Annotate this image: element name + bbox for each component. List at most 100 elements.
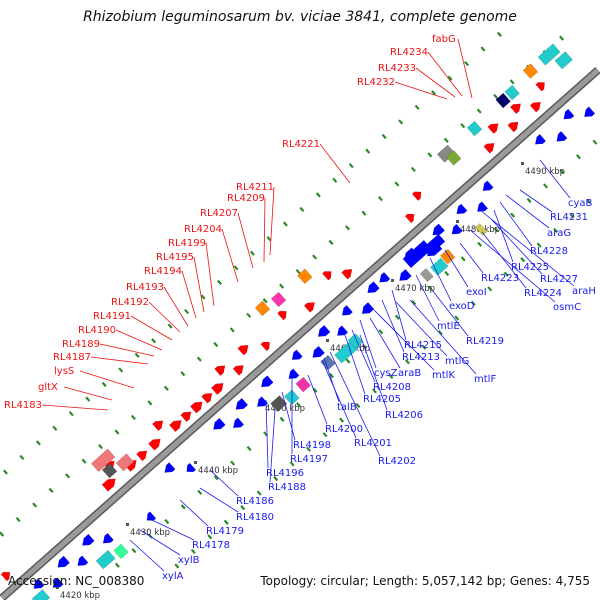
- reverse-gene-arrow[interactable]: [474, 201, 489, 215]
- forward-gene-arrow[interactable]: [529, 99, 543, 113]
- reverse-gene-arrow[interactable]: [286, 368, 300, 382]
- reverse-gene-arrow[interactable]: [454, 203, 468, 217]
- colored-feature[interactable]: [445, 149, 462, 166]
- reverse-gene-arrow[interactable]: [480, 180, 494, 194]
- colored-feature[interactable]: [113, 543, 129, 560]
- forward-gene-arrow[interactable]: [210, 380, 226, 395]
- forward-gene-arrow[interactable]: [152, 417, 165, 432]
- forward-gene-arrow[interactable]: [180, 408, 194, 423]
- tick-mark: [114, 429, 120, 435]
- forward-leader-line: [148, 301, 181, 333]
- forward-gene-arrow[interactable]: [487, 120, 501, 134]
- reverse-leader-line: [469, 229, 556, 303]
- reverse-gene-arrow[interactable]: [184, 462, 197, 475]
- reverse-gene-arrow[interactable]: [162, 462, 176, 476]
- reverse-gene-arrow[interactable]: [315, 324, 331, 340]
- reverse-gene-label: RL4200: [325, 424, 363, 435]
- reverse-gene-arrow[interactable]: [554, 130, 568, 144]
- colored-feature[interactable]: [504, 84, 520, 101]
- forward-gene-arrow[interactable]: [303, 299, 317, 313]
- reverse-gene-arrow[interactable]: [310, 345, 325, 361]
- reverse-leader-line: [151, 519, 195, 541]
- forward-gene-label: RL4192: [111, 297, 149, 308]
- reverse-gene-arrow[interactable]: [31, 578, 45, 592]
- reverse-gene-block[interactable]: [423, 233, 446, 256]
- reverse-gene-arrow[interactable]: [289, 349, 303, 363]
- colored-feature[interactable]: [270, 395, 288, 413]
- reverse-gene-arrow[interactable]: [258, 375, 274, 391]
- reverse-gene-arrow[interactable]: [50, 577, 64, 591]
- reverse-gene-arrow[interactable]: [254, 396, 269, 410]
- colored-feature[interactable]: [270, 291, 287, 308]
- reverse-gene-arrow[interactable]: [210, 417, 226, 433]
- forward-gene-arrow[interactable]: [535, 79, 548, 92]
- reverse-gene-arrow[interactable]: [233, 397, 249, 413]
- forward-gene-arrow[interactable]: [232, 362, 246, 376]
- reverse-gene-arrow[interactable]: [532, 133, 547, 147]
- reverse-gene-arrow[interactable]: [230, 417, 245, 431]
- forward-leader-line: [205, 242, 215, 307]
- reverse-gene-arrow[interactable]: [79, 533, 95, 549]
- colored-feature[interactable]: [522, 63, 539, 79]
- forward-gene-arrow[interactable]: [0, 569, 13, 582]
- colored-feature[interactable]: [474, 223, 488, 237]
- forward-gene-arrow[interactable]: [260, 339, 273, 352]
- reverse-leader-line: [499, 201, 533, 247]
- colored-feature[interactable]: [297, 268, 313, 285]
- tick-mark: [339, 417, 345, 423]
- tick-mark: [377, 196, 383, 202]
- reverse-gene-arrow[interactable]: [581, 106, 596, 120]
- colored-feature[interactable]: [537, 43, 561, 66]
- forward-gene-arrow[interactable]: [277, 308, 289, 321]
- reverse-gene-label: RL4186: [236, 496, 274, 507]
- colored-feature[interactable]: [466, 120, 483, 137]
- reverse-gene-arrow[interactable]: [359, 302, 375, 317]
- colored-feature[interactable]: [95, 549, 116, 570]
- colored-feature[interactable]: [554, 51, 573, 70]
- forward-gene-arrow[interactable]: [189, 398, 205, 414]
- forward-gene-arrow[interactable]: [507, 119, 521, 133]
- forward-gene-arrow[interactable]: [214, 362, 228, 377]
- forward-gene-label: RL4187: [53, 352, 91, 363]
- reverse-gene-arrow[interactable]: [100, 532, 114, 546]
- colored-feature[interactable]: [430, 257, 449, 276]
- reverse-gene-arrow[interactable]: [430, 223, 446, 239]
- reverse-gene-label: xylA: [162, 571, 184, 582]
- forward-gene-label: RL4193: [126, 282, 164, 293]
- forward-gene-arrow[interactable]: [321, 268, 334, 281]
- colored-feature[interactable]: [254, 300, 271, 317]
- forward-gene-arrow[interactable]: [148, 436, 163, 451]
- reverse-gene-arrow[interactable]: [339, 305, 353, 318]
- forward-gene-arrow[interactable]: [237, 342, 251, 356]
- reverse-gene-arrow[interactable]: [75, 555, 89, 569]
- reverse-gene-arrow[interactable]: [334, 325, 349, 339]
- reverse-gene-arrow[interactable]: [365, 281, 380, 297]
- forward-gene-arrow[interactable]: [341, 266, 355, 280]
- reverse-gene-arrow[interactable]: [561, 108, 575, 122]
- forward-gene-arrow[interactable]: [201, 390, 215, 404]
- reverse-gene-arrow[interactable]: [144, 511, 157, 524]
- colored-feature[interactable]: [101, 462, 118, 479]
- colored-feature[interactable]: [115, 453, 135, 472]
- reverse-gene-label: RL4225: [511, 262, 549, 273]
- reverse-gene-arrow[interactable]: [397, 268, 412, 284]
- forward-gene-arrow[interactable]: [169, 417, 184, 433]
- forward-gene-arrow[interactable]: [411, 189, 424, 201]
- tick-mark: [447, 75, 453, 81]
- forward-gene-arrow[interactable]: [404, 211, 417, 224]
- forward-gene-arrow[interactable]: [136, 448, 149, 462]
- colored-feature[interactable]: [31, 589, 51, 600]
- reverse-leader-line: [323, 357, 340, 403]
- colored-feature[interactable]: [495, 92, 511, 109]
- forward-gene-arrow[interactable]: [509, 100, 523, 115]
- forward-gene-arrow[interactable]: [483, 140, 497, 154]
- tick-mark: [101, 381, 107, 388]
- reverse-gene-arrow[interactable]: [55, 555, 71, 571]
- colored-feature[interactable]: [90, 448, 116, 473]
- colored-feature[interactable]: [295, 376, 311, 393]
- reverse-gene-arrow[interactable]: [449, 223, 463, 237]
- colored-feature[interactable]: [419, 268, 434, 283]
- forward-gene-arrow[interactable]: [101, 475, 118, 492]
- reverse-gene-arrow[interactable]: [377, 271, 391, 285]
